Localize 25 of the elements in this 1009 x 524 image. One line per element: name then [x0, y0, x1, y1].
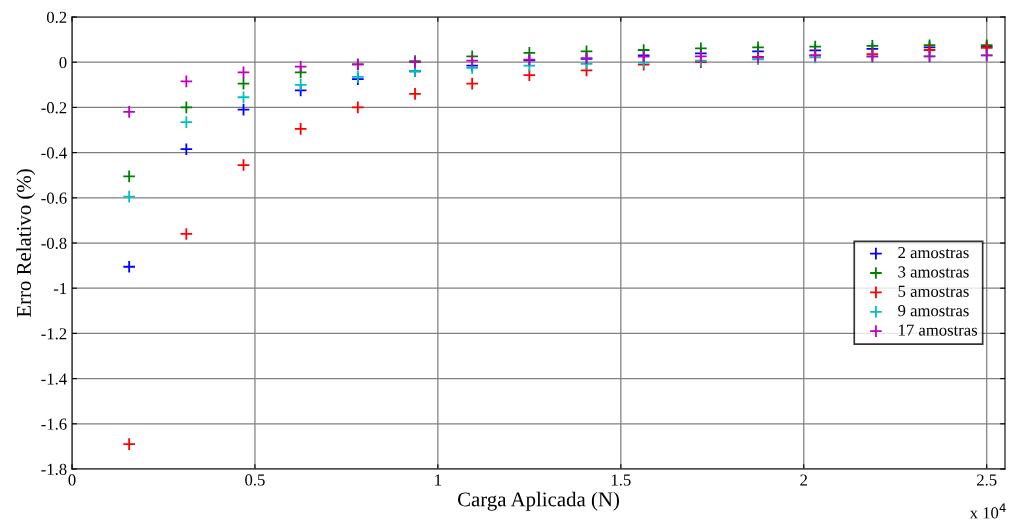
legend-label: 9 amostras [898, 305, 969, 317]
y-tick-label: -1.8 [41, 463, 67, 476]
x-tick-label: 0 [68, 474, 76, 486]
x-tick-label: 2 [800, 474, 808, 486]
y-tick-label: 0.2 [46, 11, 67, 24]
legend-label: 2 amostras [898, 246, 969, 259]
x-tick-label: 1.5 [611, 474, 631, 486]
x-tick-label: 2.5 [977, 474, 997, 486]
y-tick-label: -1.4 [41, 373, 67, 385]
y-tick-label: -1.2 [41, 328, 67, 340]
x-tick-label: 1 [435, 474, 442, 486]
x-axis-title: Carga Aplicada (N) [457, 491, 619, 511]
legend-label: 17 amostras [899, 324, 978, 336]
y-axis-title: Erro Relativo (%) [16, 169, 36, 318]
x-tick-label: 0.5 [245, 474, 265, 486]
y-tick-label: -0.4 [41, 147, 67, 159]
legend-label: 5 amostras [898, 285, 969, 297]
y-tick-label: -1 [53, 282, 67, 294]
y-tick-label: -0.8 [41, 237, 67, 250]
y-tick-label: 0 [59, 56, 67, 69]
y-tick-label: -1.6 [41, 418, 67, 430]
text: x 10$^{4}$ [969, 503, 1006, 519]
y-tick-label: -0.2 [41, 102, 67, 114]
y-tick-label: -0.6 [41, 192, 67, 204]
legend-label: 3 amostras [898, 266, 969, 278]
